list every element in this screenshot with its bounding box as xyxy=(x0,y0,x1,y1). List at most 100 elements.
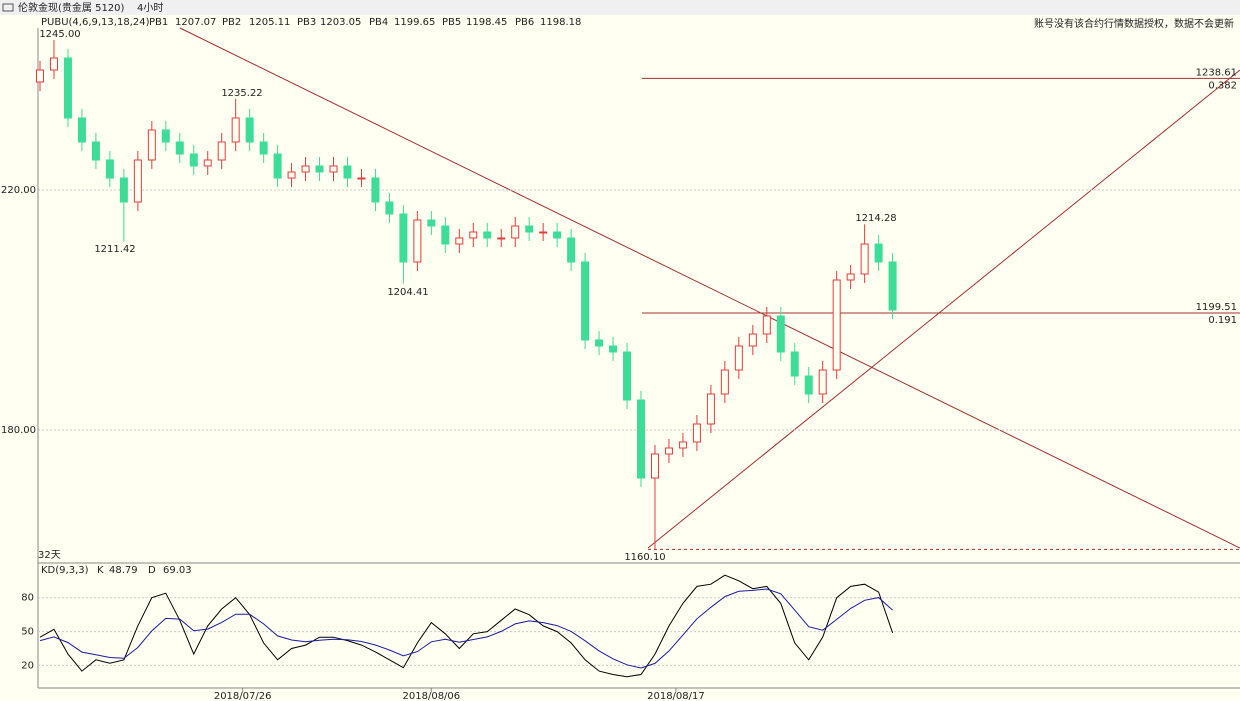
candle-body xyxy=(343,165,352,179)
price-annotation: 1235.22 xyxy=(221,88,262,99)
candle-body xyxy=(203,159,212,167)
level-label: 1238.61 xyxy=(1196,67,1237,78)
candle-body xyxy=(846,273,855,281)
candle-body xyxy=(748,333,757,347)
candle-body xyxy=(63,57,72,119)
candle-body xyxy=(161,129,170,143)
candle-body xyxy=(678,441,687,449)
legend-value: 1203.05 xyxy=(320,17,361,28)
legend-value: 69.03 xyxy=(163,565,192,576)
price-annotation: 1211.42 xyxy=(94,244,135,255)
candle-body xyxy=(762,315,771,335)
candle-body xyxy=(567,237,576,263)
candle-body xyxy=(637,399,645,479)
candle-body xyxy=(231,117,240,143)
trend-line xyxy=(179,27,1240,549)
legend-value: 1199.65 xyxy=(394,17,435,28)
legend-name: D xyxy=(148,565,156,576)
indicator-title[interactable]: PUBU(4,6,9,13,18,24) xyxy=(41,17,150,28)
candle-body xyxy=(832,279,841,371)
candle-body xyxy=(818,369,827,395)
candle-body xyxy=(720,369,729,395)
legend-value: 48.79 xyxy=(109,565,138,576)
app-icon xyxy=(2,3,14,12)
candle-body xyxy=(385,201,394,215)
y-tick-label: 80 xyxy=(21,593,34,604)
candle-body xyxy=(413,219,422,263)
candle-body xyxy=(301,165,310,173)
price-annotation: 1214.28 xyxy=(855,213,896,224)
title-bar xyxy=(0,0,1240,15)
candle-body xyxy=(539,231,548,234)
legend-name: PB2 xyxy=(222,17,241,28)
candle-body xyxy=(189,153,198,167)
candle-body xyxy=(273,153,282,179)
candle-body xyxy=(595,339,604,347)
price-annotation: 1204.41 xyxy=(387,287,428,298)
legend-value: 1207.07 xyxy=(175,17,216,28)
candle-body xyxy=(329,165,338,173)
candle-body xyxy=(371,177,380,203)
candle-body xyxy=(315,165,324,173)
candle-body xyxy=(497,237,506,240)
candle-body xyxy=(888,261,897,311)
candle-body xyxy=(357,177,366,180)
candle-body xyxy=(105,159,114,179)
x-tick-label: 2018/08/17 xyxy=(647,691,705,701)
kd-line xyxy=(39,574,894,678)
legend-name: PB6 xyxy=(515,17,534,28)
candle-body xyxy=(119,177,128,203)
price-annotation: 1245.00 xyxy=(39,29,80,40)
price-annotation: 1160.10 xyxy=(624,552,665,563)
candle-body xyxy=(790,351,799,377)
candle-body xyxy=(804,375,813,395)
period[interactable]: 4小时 xyxy=(137,2,163,14)
candle-body xyxy=(133,159,142,203)
notice: 账号没有该合约行情数据授权，数据不会更新 xyxy=(1034,17,1234,30)
candle-body xyxy=(623,351,632,401)
candle-body xyxy=(553,231,562,239)
trend-line xyxy=(647,69,1240,549)
candle-body xyxy=(664,447,673,455)
candle-body xyxy=(874,243,883,263)
x-tick-label: 2018/08/06 xyxy=(403,691,461,701)
candle-body xyxy=(650,453,659,479)
candle-body xyxy=(581,261,590,341)
range-label: 32天 xyxy=(38,550,61,561)
legend-name: K xyxy=(97,565,104,576)
candle-body xyxy=(483,231,492,239)
level-ratio: 0.382 xyxy=(1208,80,1237,91)
x-tick-label: 2018/07/26 xyxy=(214,691,272,701)
window-title: 伦敦金现(贵金属 5120) xyxy=(18,1,125,14)
kd-line xyxy=(39,588,893,669)
candle-body xyxy=(776,315,785,353)
candle-body xyxy=(469,231,478,239)
candle-body xyxy=(91,141,100,161)
legend-value: 1205.11 xyxy=(249,17,290,28)
kd-title[interactable]: KD(9,3,3) xyxy=(41,565,89,576)
candle-body xyxy=(860,243,869,275)
candle-body xyxy=(147,129,156,161)
level-ratio: 0.191 xyxy=(1208,315,1237,326)
candle-body xyxy=(175,141,184,155)
y-tick-label: 20 xyxy=(21,660,34,671)
legend-name: PB5 xyxy=(442,17,461,28)
candle-body xyxy=(49,57,58,71)
candle-body xyxy=(734,345,743,371)
candle-body xyxy=(36,69,44,83)
candle-body xyxy=(609,345,618,353)
candle-body xyxy=(706,393,715,425)
legend-name: PB4 xyxy=(369,17,388,28)
y-tick-label: 1180.00 xyxy=(0,425,36,436)
candle-body xyxy=(287,171,296,179)
candle-body xyxy=(399,213,408,263)
candle-body xyxy=(692,423,701,443)
y-tick-label: 1220.00 xyxy=(0,185,36,196)
legend-name: PB1 xyxy=(149,17,168,28)
candle-body xyxy=(217,141,226,161)
legend-value: 1198.45 xyxy=(466,17,507,28)
legend-name: PB3 xyxy=(297,17,316,28)
legend-value: 1198.18 xyxy=(540,17,581,28)
candle-body xyxy=(455,237,464,245)
